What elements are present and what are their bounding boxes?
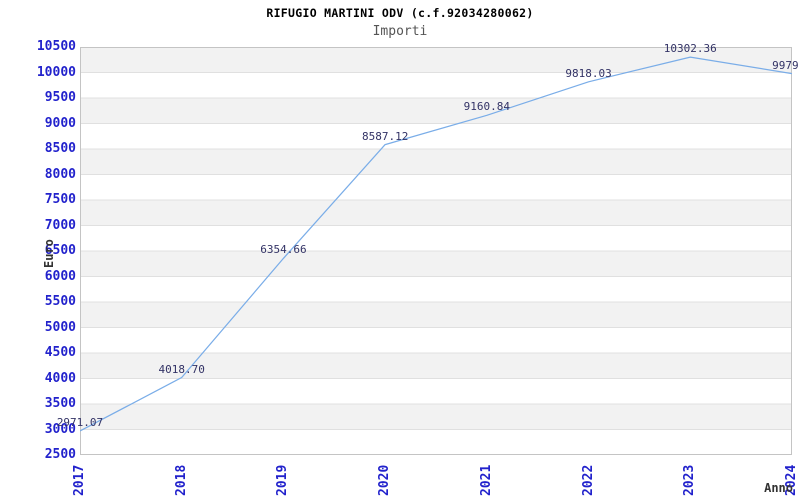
x-tick-label: 2023 xyxy=(682,464,698,496)
data-point-label: 10302.36 xyxy=(663,42,717,56)
x-tick-label: 2017 xyxy=(72,464,87,496)
plot-band xyxy=(80,149,792,175)
plot-band xyxy=(80,98,792,124)
plot-band xyxy=(80,47,792,73)
plot-band xyxy=(80,327,792,353)
y-tick-label: 8500 xyxy=(44,141,76,156)
plot-band xyxy=(80,174,792,200)
y-tick-label: 10000 xyxy=(36,64,76,80)
line-series xyxy=(80,56,792,432)
y-tick-label: 3000 xyxy=(44,421,76,437)
y-tick-label: 6500 xyxy=(44,243,76,258)
y-tick-label: 9500 xyxy=(44,90,76,105)
plot-border xyxy=(80,47,792,455)
plot-band xyxy=(80,429,792,455)
data-point-label: 2971.07 xyxy=(56,415,104,429)
x-tick-label: 2020 xyxy=(377,464,393,496)
y-axis-title: Euro xyxy=(42,239,56,268)
plot-band xyxy=(80,72,792,98)
y-tick-label: 6000 xyxy=(44,268,76,284)
x-tick-label: 2019 xyxy=(275,464,291,496)
plot-band xyxy=(80,302,792,328)
y-tick-label: 9000 xyxy=(44,115,76,131)
plot-band xyxy=(80,251,792,277)
y-tick-label: 5500 xyxy=(44,294,76,309)
y-tick-label: 2500 xyxy=(44,447,76,462)
x-tick-label: 2022 xyxy=(580,464,596,496)
y-tick-label: 7500 xyxy=(44,192,76,207)
plot-area xyxy=(80,47,792,455)
data-point-label: 6354.66 xyxy=(260,243,307,257)
data-point-label: 9979.0 xyxy=(772,58,800,72)
data-point-label: 9160.84 xyxy=(463,100,511,114)
data-point-label: 4018.70 xyxy=(158,362,205,376)
y-tick-label: 4500 xyxy=(44,345,76,360)
chart-title: RIFUGIO MARTINI ODV (c.f.92034280062) xyxy=(266,6,534,20)
plot-band xyxy=(80,225,792,251)
plot-band xyxy=(80,378,792,404)
y-tick-label: 3500 xyxy=(44,396,76,411)
y-tick-label: 5000 xyxy=(44,319,76,335)
x-tick-label: 2021 xyxy=(478,464,494,496)
y-tick-label: 10500 xyxy=(36,39,76,54)
line-chart-svg xyxy=(80,47,792,455)
chart-subtitle: Importi xyxy=(372,24,428,39)
data-point-label: 9818.03 xyxy=(565,66,612,80)
y-tick-label: 7000 xyxy=(44,217,76,233)
plot-band xyxy=(80,404,792,430)
plot-band xyxy=(80,200,792,226)
y-tick-label: 8000 xyxy=(44,166,76,182)
x-tick-label: 2018 xyxy=(173,464,189,496)
x-axis-title: Anno xyxy=(764,481,793,495)
plot-band xyxy=(80,276,792,302)
y-tick-label: 4000 xyxy=(44,370,76,386)
data-point-label: 8587.12 xyxy=(361,129,409,143)
plot-band xyxy=(80,123,792,149)
